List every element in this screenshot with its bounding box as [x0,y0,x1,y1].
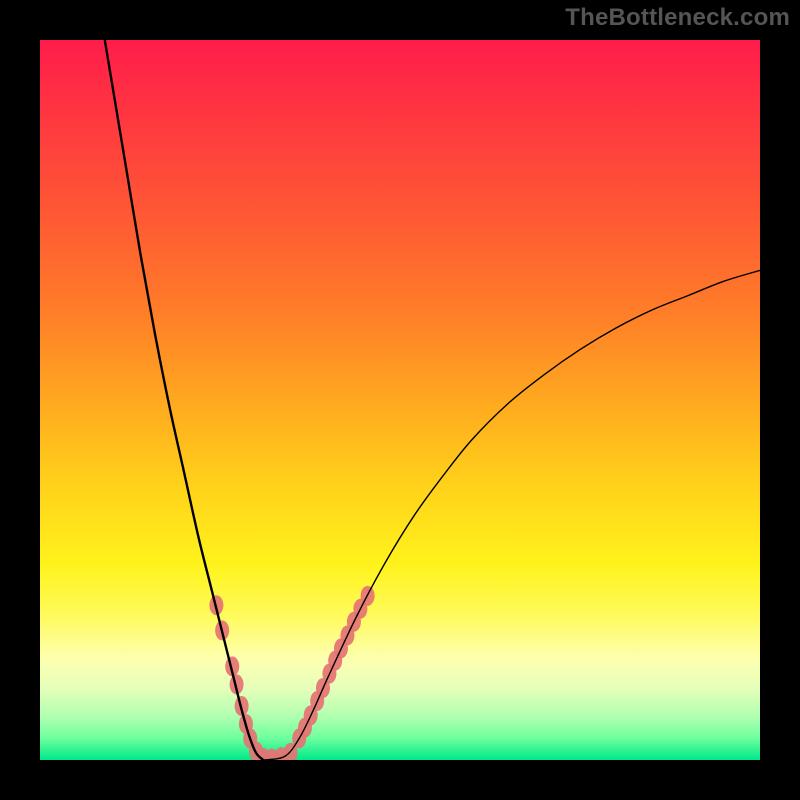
chart-svg [40,40,760,760]
plot-area [40,40,760,760]
chart-container: TheBottleneck.com [0,0,800,800]
gradient-background [40,40,760,760]
watermark-text: TheBottleneck.com [565,4,790,32]
